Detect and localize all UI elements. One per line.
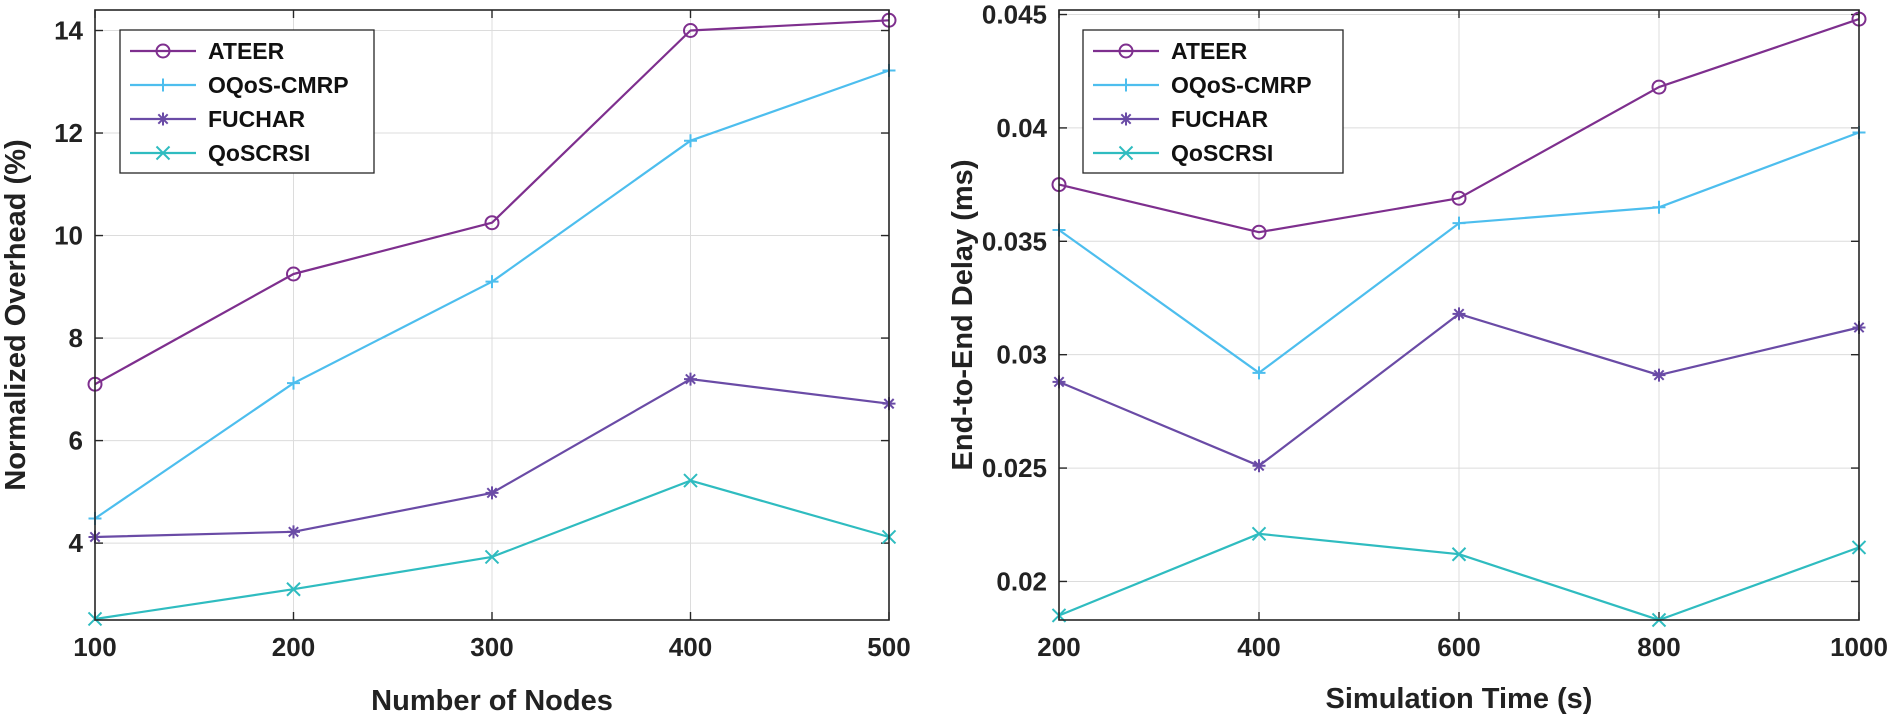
- data-point-ateer: [286, 266, 301, 282]
- legend-label-oqos-cmrp: OQoS-CMRP: [1171, 72, 1312, 98]
- y-tick-label: 4: [69, 528, 84, 558]
- series-oqos-cmrp: [88, 63, 896, 526]
- x-tick-label: 600: [1437, 632, 1480, 662]
- legend-box: [119, 29, 375, 174]
- data-point-qoscrsi: [286, 582, 301, 597]
- axes-frame: [1058, 9, 1860, 621]
- y-axis-label: Normalized Overhead (%): [0, 139, 32, 490]
- y-tick-label: 10: [54, 221, 83, 251]
- x-tick-label: 100: [73, 632, 116, 662]
- x-tick-label: 500: [867, 632, 910, 662]
- data-point-fuchar: [684, 372, 697, 386]
- y-tick-label: 8: [69, 323, 83, 353]
- data-point-qoscrsi: [1251, 526, 1267, 542]
- legend-label-fuchar: FUCHAR: [208, 106, 305, 132]
- y-tick-label: 0.02: [996, 566, 1047, 596]
- legend: ATEER OQoS-CMRP FUCHAR QoSCRSI: [1082, 29, 1344, 174]
- y-tick-label: 14: [54, 16, 83, 46]
- data-point-fuchar: [1252, 459, 1266, 473]
- x-tick-label: 400: [1237, 632, 1280, 662]
- legend-label-oqos-cmrp: OQoS-CMRP: [208, 72, 349, 98]
- axes-frame: [94, 9, 890, 621]
- y-tick-label: 12: [54, 118, 83, 148]
- data-point-ateer: [1451, 190, 1467, 206]
- data-point-ateer: [683, 23, 698, 39]
- y-tick-label: 0.03: [996, 340, 1047, 370]
- data-point-oqos-cmrp: [684, 134, 697, 148]
- data-point-oqos-cmrp: [287, 376, 300, 390]
- x-tick-label: 300: [470, 632, 513, 662]
- legend-label-fuchar: FUCHAR: [1171, 106, 1268, 132]
- y-axis-label: End-to-End Delay (ms): [947, 160, 979, 471]
- legend-marker-fuchar: [156, 112, 170, 126]
- series-line-ateer: [1058, 18, 1860, 234]
- legend-marker-ateer: [155, 43, 171, 59]
- legend-marker-ateer: [1118, 43, 1134, 59]
- data-point-fuchar: [1452, 307, 1466, 321]
- legend-label-qoscrsi: QoSCRSI: [208, 140, 310, 166]
- data-point-qoscrsi: [1451, 547, 1467, 562]
- legend-marker-qoscrsi: [1118, 145, 1134, 161]
- data-point-oqos-cmrp: [1252, 366, 1266, 380]
- legend-marker-oqos-cmrp: [1119, 78, 1133, 92]
- series-line-ateer: [94, 19, 890, 386]
- chart-normalized-overhead: 100 200 300 400 500 4 6 8 10 12 14 ATEER OQoS-CMRP FU…: [0, 9, 911, 717]
- x-tick-label: 400: [669, 632, 712, 662]
- legend-label-qoscrsi: QoSCRSI: [1171, 140, 1273, 166]
- legend-box: [1082, 29, 1344, 174]
- x-axis-label: Simulation Time (s): [1326, 683, 1593, 715]
- data-point-oqos-cmrp: [1652, 200, 1666, 214]
- legend-label-ateer: ATEER: [1171, 38, 1248, 64]
- data-point-ateer: [484, 215, 500, 231]
- legend-marker-fuchar: [1119, 112, 1133, 126]
- y-tick-label: 0.035: [982, 226, 1047, 256]
- data-point-fuchar: [287, 525, 300, 539]
- data-point-ateer: [1651, 79, 1667, 95]
- y-tick-label: 0.04: [996, 113, 1047, 143]
- y-tick-label: 0.025: [982, 453, 1047, 483]
- x-tick-label: 200: [272, 632, 315, 662]
- data-point-qoscrsi: [683, 473, 698, 488]
- data-point-oqos-cmrp: [1452, 216, 1466, 230]
- x-tick-label: 800: [1637, 632, 1680, 662]
- legend: ATEER OQoS-CMRP FUCHAR QoSCRSI: [119, 29, 375, 174]
- y-tick-label: 6: [69, 426, 83, 456]
- data-point-fuchar: [1652, 368, 1666, 382]
- legend-label-ateer: ATEER: [208, 38, 285, 64]
- legend-marker-oqos-cmrp: [156, 78, 170, 92]
- data-point-qoscrsi: [484, 549, 500, 565]
- data-point-oqos-cmrp: [485, 275, 499, 289]
- data-point-ateer: [1251, 224, 1267, 240]
- chart-end-to-end-delay: 200 400 600 800 1000 0.02 0.025 0.03 0.035 0.04 0.…: [947, 0, 1888, 715]
- x-tick-label: 1000: [1830, 632, 1888, 662]
- y-tick-label: 0.045: [982, 0, 1047, 30]
- x-axis-label: Number of Nodes: [371, 685, 613, 717]
- data-point-fuchar: [485, 486, 499, 500]
- legend-marker-qoscrsi: [155, 145, 171, 161]
- series-qoscrsi: [87, 473, 897, 627]
- x-tick-label: 200: [1037, 632, 1080, 662]
